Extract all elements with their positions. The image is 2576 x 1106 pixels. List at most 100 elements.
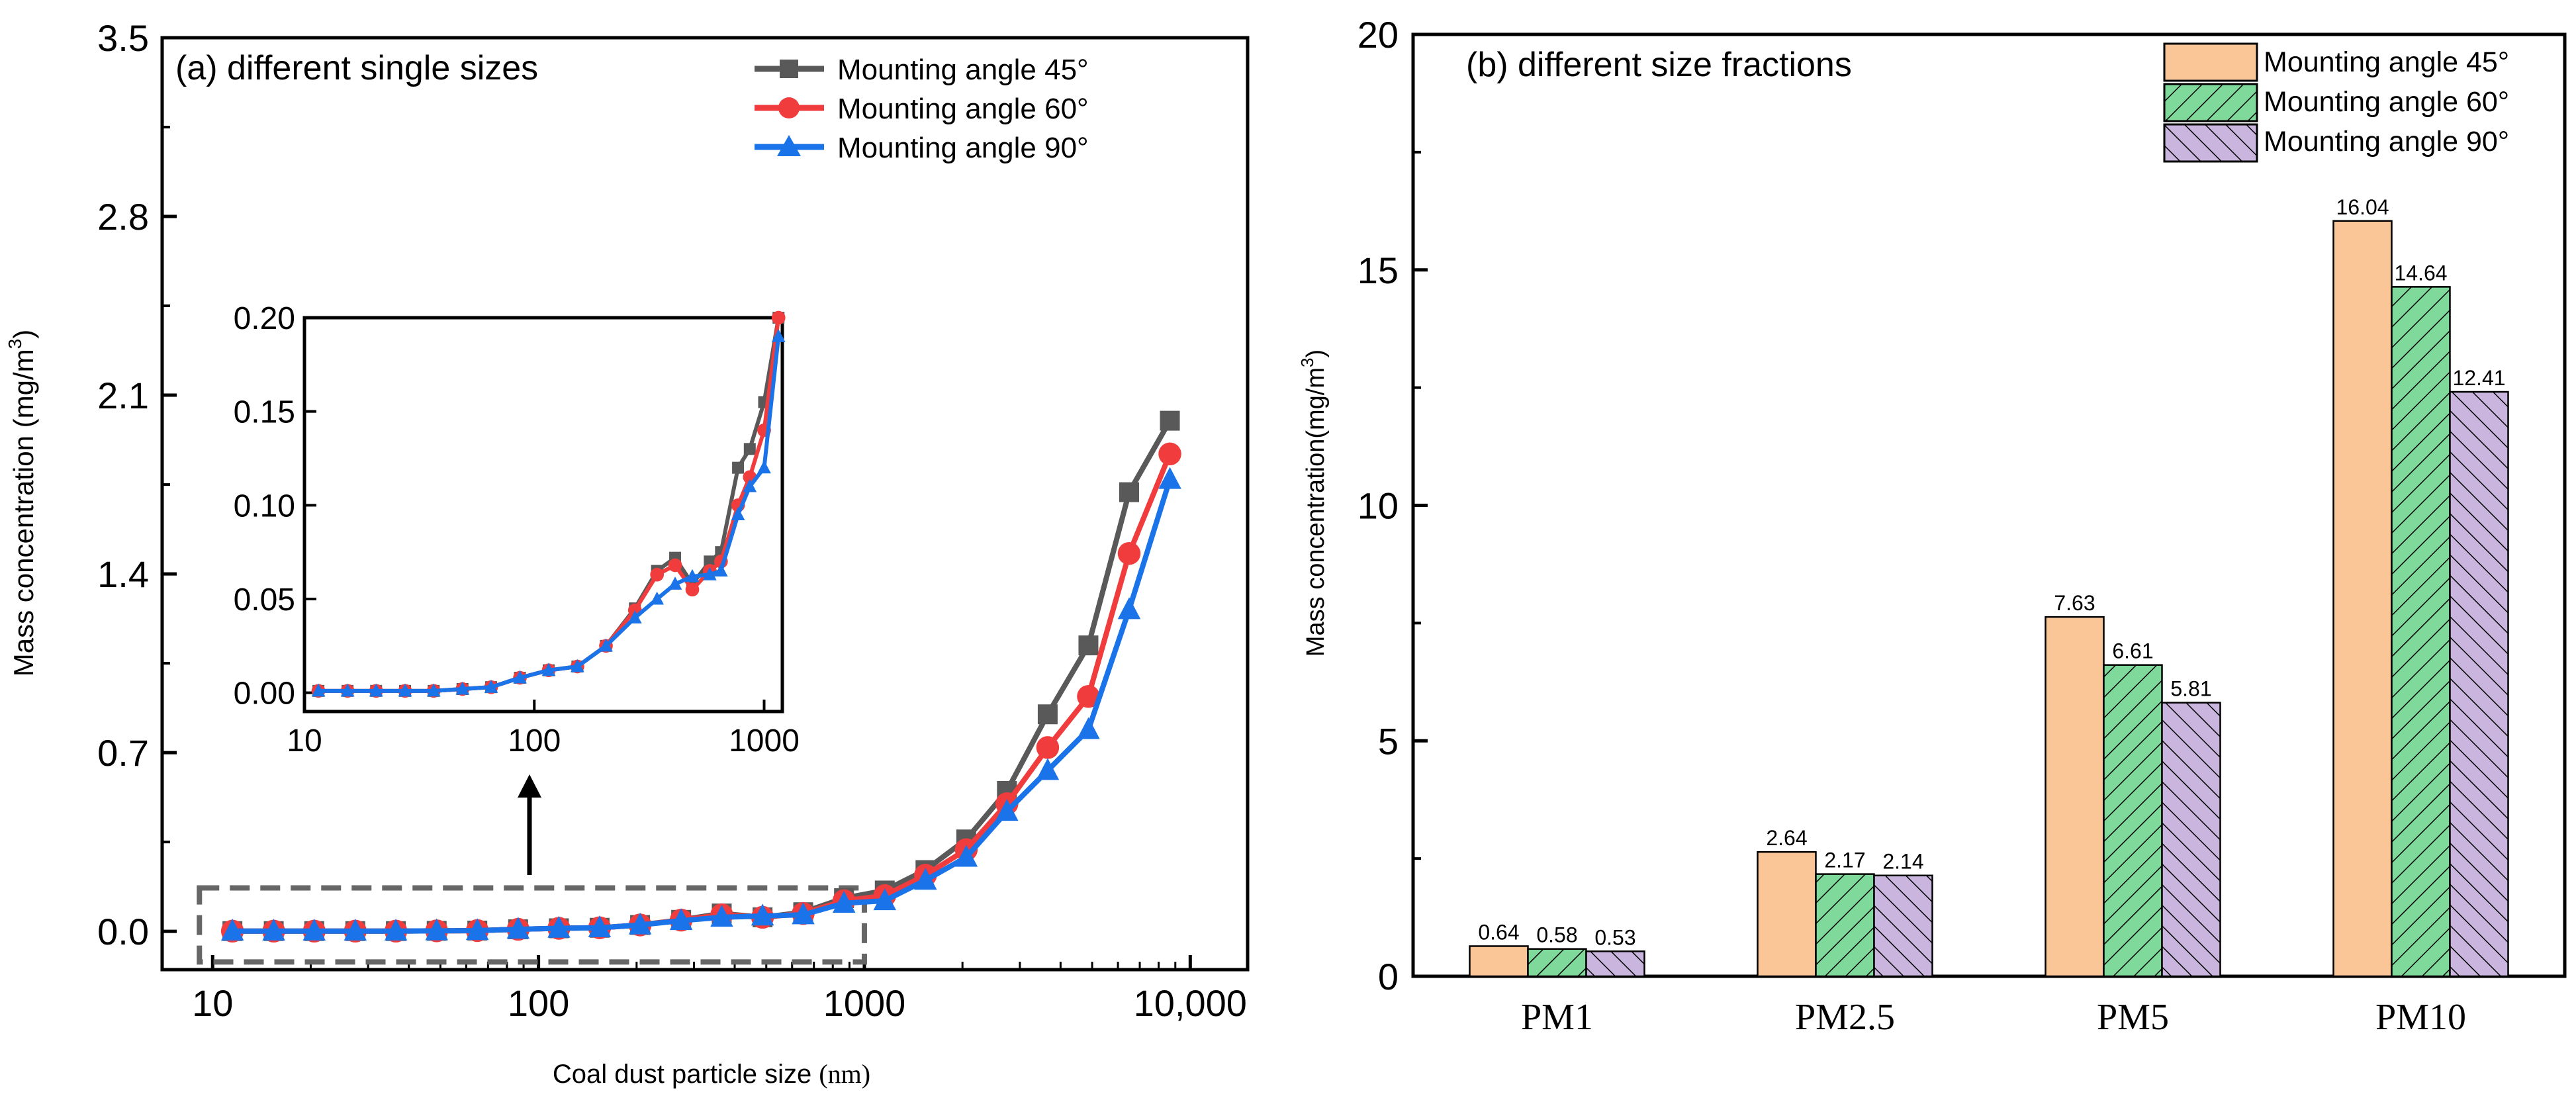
b-y-tick-label: 15 bbox=[1357, 250, 1399, 291]
bar-PM1-60 bbox=[1527, 948, 1587, 978]
legend-b-item-60: Mounting angle 60° bbox=[2163, 83, 2509, 122]
x-tick-label: 100 bbox=[508, 982, 569, 1024]
bar-value-label: 7.63 bbox=[2054, 591, 2095, 615]
legend-item-90: Mounting angle 90° bbox=[755, 132, 1089, 164]
data-point bbox=[1160, 410, 1180, 431]
inset-y-tick-label: 0.20 bbox=[234, 301, 295, 336]
data-point bbox=[628, 912, 652, 935]
inset-data-point bbox=[311, 683, 326, 697]
y-tick-label: 0.7 bbox=[97, 732, 149, 774]
inset-data-point bbox=[757, 460, 771, 474]
b-y-tick-label: 20 bbox=[1357, 14, 1399, 56]
inset-data-point bbox=[340, 683, 355, 697]
inset-data-point bbox=[685, 569, 700, 582]
inset-y-tick-label: 0.00 bbox=[234, 676, 295, 712]
panel-b-bar-chart: 0 5 10 15 20 PM1 PM2.5 PM5 PM10 0.64 0.58 0.53 2.64… bbox=[1297, 14, 2567, 1038]
y-tick-label: 2.8 bbox=[97, 196, 149, 238]
legend-b-swatch-60 bbox=[2163, 83, 2258, 122]
inset-data-point bbox=[668, 558, 682, 573]
inset-data-point bbox=[571, 659, 584, 672]
inset-data-point bbox=[743, 479, 757, 492]
legend-label-60: Mounting angle 60° bbox=[837, 93, 1089, 125]
y-label-main: Mass concentration (mg/m bbox=[8, 349, 39, 676]
legend-label-45: Mounting angle 45° bbox=[837, 54, 1089, 86]
inset-data-point bbox=[743, 443, 756, 455]
inset-y-tick-label: 0.10 bbox=[234, 488, 295, 524]
inset-chart: 0.00 0.05 0.10 0.15 0.20 10 100 1000 bbox=[234, 301, 800, 759]
legend-b-swatch-90 bbox=[2163, 123, 2258, 163]
bar-PM10-60 bbox=[2391, 286, 2451, 978]
x-tick-label: 10 bbox=[192, 982, 233, 1024]
b-y-label-main: Mass concentration(mg/m bbox=[1302, 367, 1330, 657]
data-point bbox=[547, 915, 571, 938]
data-point bbox=[1077, 717, 1100, 739]
data-point bbox=[792, 902, 815, 925]
b-x-tick-label: PM2.5 bbox=[1795, 997, 1895, 1038]
data-point bbox=[1077, 684, 1100, 708]
inset-data-point bbox=[713, 563, 728, 577]
b-x-tick-label: PM10 bbox=[2375, 997, 2466, 1038]
data-point bbox=[832, 890, 856, 913]
bar-value-label: 2.17 bbox=[1824, 849, 1865, 872]
y-tick-label: 2.1 bbox=[97, 375, 149, 416]
legend-b-item-45: Mounting angle 45° bbox=[2163, 42, 2509, 82]
bar-value-label: 0.53 bbox=[1594, 925, 1635, 949]
data-point bbox=[751, 903, 774, 926]
inset-data-point bbox=[704, 555, 716, 568]
legend-b-item-90: Mounting angle 90° bbox=[2163, 123, 2509, 163]
inset-x-tick-label: 10 bbox=[287, 723, 322, 759]
legend-item-60: Mounting angle 60° bbox=[755, 93, 1089, 125]
series-line bbox=[232, 479, 1173, 934]
inset-data-point bbox=[599, 638, 613, 652]
legend-b-label-60: Mounting angle 60° bbox=[2264, 86, 2509, 118]
bar-value-label: 14.64 bbox=[2394, 261, 2447, 285]
bar-value-label: 5.81 bbox=[2170, 677, 2211, 701]
data-point bbox=[954, 845, 978, 867]
inset-data-point bbox=[426, 683, 441, 697]
b-y-label-close: ) bbox=[1302, 349, 1330, 358]
inset-data-point bbox=[484, 679, 498, 693]
series-90 bbox=[220, 467, 1181, 941]
inset-data-point bbox=[771, 310, 786, 325]
inset-y-tick-label: 0.15 bbox=[234, 395, 295, 430]
b-y-label-sup: 3 bbox=[1297, 358, 1317, 367]
panel-b-y-label: Mass concentration(mg/m3) bbox=[1297, 349, 1330, 657]
inset-data-point bbox=[513, 670, 527, 684]
legend-marker-circle bbox=[778, 97, 800, 118]
bar-value-label: 0.64 bbox=[1478, 920, 1519, 944]
inset-x-tick-label: 1000 bbox=[729, 723, 800, 759]
bar-PM2.5-60 bbox=[1815, 873, 1875, 978]
bar-PM1-90 bbox=[1585, 950, 1645, 978]
data-point bbox=[710, 905, 733, 927]
inset-data-point bbox=[369, 683, 383, 697]
bar-value-label: 2.64 bbox=[1766, 826, 1807, 850]
inset-series-90 bbox=[311, 329, 786, 697]
panel-a-line-chart: 0.0 0.7 1.4 2.1 2.8 3.5 10 100 1000 10,000 (a) di… bbox=[5, 17, 1250, 1089]
y-tick-label: 3.5 bbox=[97, 17, 149, 59]
panel-a-x-label: Coal dust particle size (nm) bbox=[553, 1059, 870, 1089]
b-x-tick-label: PM1 bbox=[1521, 997, 1593, 1038]
data-point bbox=[588, 915, 612, 937]
bar-value-label: 2.14 bbox=[1882, 850, 1923, 874]
data-point bbox=[1036, 758, 1060, 780]
legend-marker-square bbox=[780, 60, 798, 78]
data-point bbox=[1036, 736, 1060, 759]
data-point bbox=[1158, 467, 1181, 489]
y-tick-label: 0.0 bbox=[97, 911, 149, 952]
b-x-tick-label: PM5 bbox=[2097, 997, 2169, 1038]
panel-a-legend: Mounting angle 45° Mounting angle 60° Mo… bbox=[755, 54, 1089, 164]
inset-data-point bbox=[732, 461, 745, 474]
bar-PM5-45 bbox=[2045, 616, 2105, 978]
panel-b-legend: Mounting angle 45° Mounting angle 60° Mo… bbox=[2163, 42, 2509, 163]
data-point bbox=[384, 919, 408, 941]
x-tick-label: 10,000 bbox=[1134, 982, 1247, 1024]
bar-value-label: 6.61 bbox=[2112, 639, 2153, 663]
data-point bbox=[1117, 597, 1141, 620]
b-y-tick-label: 5 bbox=[1378, 720, 1399, 762]
data-point bbox=[995, 799, 1019, 821]
y-label-close: ) bbox=[8, 330, 39, 339]
data-point bbox=[669, 908, 693, 931]
data-point bbox=[914, 868, 937, 890]
legend-item-45: Mounting angle 45° bbox=[755, 54, 1089, 86]
